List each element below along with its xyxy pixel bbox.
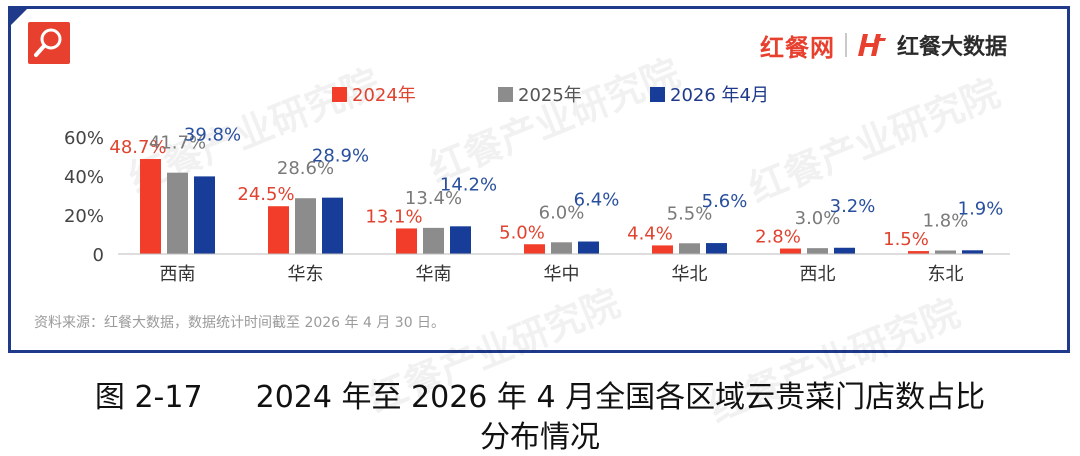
data-label: 1.5% [883,229,929,250]
data-label: 5.5% [667,203,713,224]
figure-caption-line1: 图 2-17 2024 年至 2026 年 4 月全国各区域云贵菜门店数占比 [0,372,1080,416]
x-tick-label: 华东 [288,264,324,285]
bar [268,206,289,254]
bar [140,159,161,254]
bar [423,227,444,254]
bar [194,176,215,254]
data-label: 5.6% [702,191,748,212]
x-tick-label: 华中 [544,264,580,285]
brand-h-icon [858,34,886,56]
bar [935,250,956,254]
bar [962,250,983,254]
bar-chart: 2024年 2025年 2026 年4月 60% 40% 20% 0 48.7%41.7%… [64,85,1010,285]
frame-corner [8,6,30,28]
legend-label: 2026 年4月 [670,85,769,106]
y-axis: 60% 40% 20% 0 [64,128,104,266]
data-label: 39.8% [184,124,241,145]
data-label: 13.4% [405,188,462,209]
chart-legend: 2024年 2025年 2026 年4月 [332,85,769,106]
bar [524,244,545,254]
data-label: 6.4% [574,190,620,211]
bar [167,172,188,254]
brand-logos: 红餐网 红餐大数据 [760,28,1007,62]
x-tick-label: 华北 [672,264,708,285]
bar [652,245,673,254]
legend-label: 2024年 [352,85,416,106]
data-label: 2.8% [755,227,801,248]
legend-swatch [650,87,665,102]
figure-number: 图 2-17 [94,380,203,415]
data-label: 28.9% [312,146,369,167]
x-axis: 西南 华东 华南 华中 华北 西北 东北 [118,253,1010,285]
y-tick-label: 0 [93,245,104,266]
source-note: 资料来源：红餐大数据，数据统计时间截至 2026 年 4 月 30 日。 [34,315,446,331]
bar [295,198,316,254]
legend-swatch [498,87,513,102]
data-label: 28.6% [277,158,334,179]
bars-group: 48.7%41.7%39.8% 24.5% 28.6%28.9% 13.1%13.4%… [109,124,1003,254]
data-label: 3.0% [795,208,841,229]
data-label: 1.8% [923,210,969,231]
x-tick-label: 东北 [928,264,964,285]
data-label: 1.9% [958,198,1004,219]
data-label: 41.7% [149,133,206,154]
bar [322,197,343,254]
search-icon [28,22,70,64]
y-tick-label: 60% [64,128,104,149]
bar [578,241,599,254]
bar [396,228,417,254]
data-label: 3.2% [830,196,876,217]
data-label: 5.0% [499,222,545,243]
figure-caption-line2: 分布情况 [480,420,600,455]
x-tick-label: 西北 [800,264,836,285]
bar [450,226,471,254]
bar [706,243,727,254]
legend-label: 2025年 [518,85,582,106]
bar [679,243,700,254]
legend-swatch [332,87,347,102]
brand-separator [845,33,847,57]
data-label: 48.7% [109,137,166,158]
data-label: 24.5% [237,184,294,205]
data-label: 6.0% [539,202,585,223]
bar [551,242,572,254]
data-label: 4.4% [627,223,673,244]
brand-name-red: 红餐网 [760,33,835,62]
x-tick-label: 西南 [160,264,196,285]
brand-name-dark: 红餐大数据 [897,35,1008,60]
bar [834,247,855,254]
y-tick-label: 20% [64,206,104,227]
bar [908,251,929,254]
bar [807,248,828,254]
figure-title: 2024 年至 2026 年 4 月全国各区域云贵菜门店数占比 [255,380,986,415]
data-label: 14.2% [440,174,497,195]
y-tick-label: 40% [64,167,104,188]
data-label: 13.1% [365,206,422,227]
bar [780,248,801,254]
x-tick-label: 华南 [416,264,452,285]
